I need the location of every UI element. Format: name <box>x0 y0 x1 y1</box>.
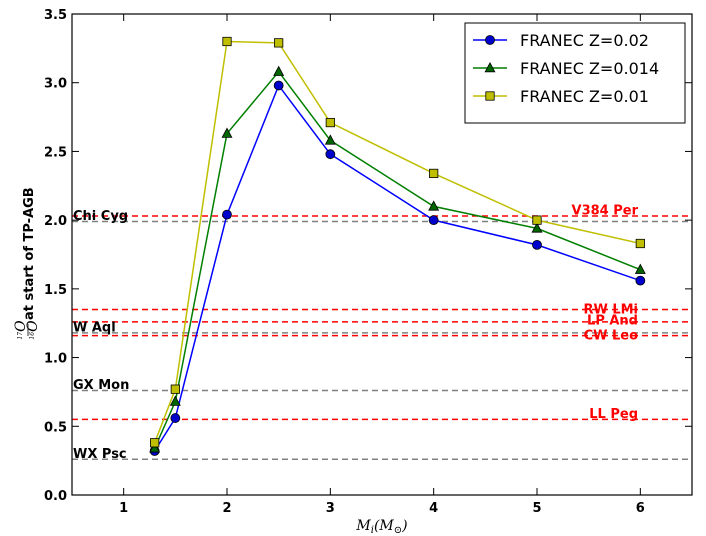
data-point-franec-z-0-014 <box>428 200 440 211</box>
data-point-franec-z-0-014 <box>169 395 181 406</box>
legend-item-franec-z-0-02: FRANEC Z=0.02 <box>473 31 649 50</box>
x-tick-label: 3 <box>326 501 335 516</box>
y-tick-label: 0.5 <box>44 420 67 435</box>
legend-swatch-marker <box>485 91 495 101</box>
y-axis-label: 17O 16O at start of TP-AGB <box>13 187 41 339</box>
legend-label: FRANEC Z=0.02 <box>520 31 649 50</box>
x-tick-label: 4 <box>429 501 438 516</box>
legend-item-franec-z-0-014: FRANEC Z=0.014 <box>473 59 659 78</box>
series-line-franec-z-0-014 <box>153 70 641 449</box>
data-point-franec-z-0-01 <box>274 38 284 48</box>
data-point-franec-z-0-02 <box>428 215 439 226</box>
y-tick-label: 1.0 <box>44 352 67 367</box>
legend: FRANEC Z=0.02 FRANEC Z=0.014 FRANEC Z=0.01 <box>464 22 686 124</box>
x-tick-label: 6 <box>636 501 645 516</box>
data-point-franec-z-0-02 <box>273 80 284 91</box>
data-point-franec-z-0-01 <box>429 168 439 179</box>
reference-label-cw-leo: CW Leo <box>584 329 639 344</box>
data-point-franec-z-0-02 <box>635 275 646 286</box>
data-point-franec-z-0-01 <box>635 238 645 249</box>
data-point-franec-z-0-014 <box>531 222 543 233</box>
legend-swatch-marker <box>484 61 496 73</box>
data-point-franec-z-0-01 <box>222 36 232 47</box>
data-point-franec-z-0-014 <box>634 263 646 274</box>
series-line-franec-z-0-02 <box>154 83 641 452</box>
series-franec-z-0-014 <box>149 65 646 453</box>
y-tick-label: 3.5 <box>44 8 67 23</box>
reference-label-gx-mon: GX Mon <box>73 378 129 393</box>
x-tick-label: 5 <box>532 501 541 516</box>
reference-label-wx-psc: WX Psc <box>73 447 127 462</box>
y-tick-label: 1.5 <box>44 283 67 298</box>
data-point-franec-z-0-01 <box>325 117 335 128</box>
reference-lines <box>72 215 692 461</box>
x-tick-label: 1 <box>119 501 128 516</box>
y-tick-labels: 0.0 0.5 1.0 1.5 2.0 2.5 3.0 3.5 <box>44 8 67 504</box>
data-point-franec-z-0-014 <box>273 65 285 76</box>
svg-text:at start of TP-AGB: at start of TP-AGB <box>22 187 37 320</box>
data-point-franec-z-0-02 <box>170 413 181 423</box>
plot-frame <box>71 13 693 496</box>
reference-label-lp-and: LP And <box>587 313 638 328</box>
x-tick-labels: 1 2 3 4 5 6 <box>119 501 645 516</box>
reference-label-ll-peg: LL Peg <box>589 407 638 422</box>
y-tick-label: 3.0 <box>44 77 67 92</box>
reference-label-v384-per: V384 Per <box>572 204 639 219</box>
svg-text:17O: 17O <box>13 320 29 340</box>
data-point-franec-z-0-014 <box>324 134 336 145</box>
legend-swatch-marker <box>485 35 495 45</box>
svg-text:16O: 16O <box>25 320 41 340</box>
y-tick-label: 2.0 <box>44 214 67 229</box>
x-tick-label: 2 <box>222 501 231 516</box>
series-franec-z-0-01 <box>150 36 645 448</box>
data-point-franec-z-0-01 <box>532 215 542 225</box>
data-point-franec-z-0-014 <box>149 442 161 453</box>
x-axis-label: Mi(M⊙) <box>355 518 407 536</box>
data-point-franec-z-0-02 <box>325 149 336 160</box>
data-point-franec-z-0-01 <box>170 384 180 394</box>
data-point-franec-z-0-014 <box>221 127 233 138</box>
legend-label: FRANEC Z=0.014 <box>520 59 659 78</box>
series-line-franec-z-0-01 <box>153 40 641 444</box>
legend-label: FRANEC Z=0.01 <box>520 87 649 106</box>
data-point-franec-z-0-01 <box>150 438 160 448</box>
series-layer <box>149 36 646 456</box>
legend-item-franec-z-0-01: FRANEC Z=0.01 <box>473 87 649 106</box>
reference-label-rw-lmi: RW LMi <box>583 302 638 317</box>
y-tick-label: 2.5 <box>44 145 67 160</box>
y-tick-label: 0.0 <box>44 489 67 504</box>
data-point-franec-z-0-02 <box>222 209 232 220</box>
reference-label-w-aql: W Aql <box>73 320 116 335</box>
data-point-franec-z-0-02 <box>532 239 542 250</box>
reference-label-chi-cyg: Chi Cyg <box>73 209 128 224</box>
axis-ticks <box>72 13 692 496</box>
